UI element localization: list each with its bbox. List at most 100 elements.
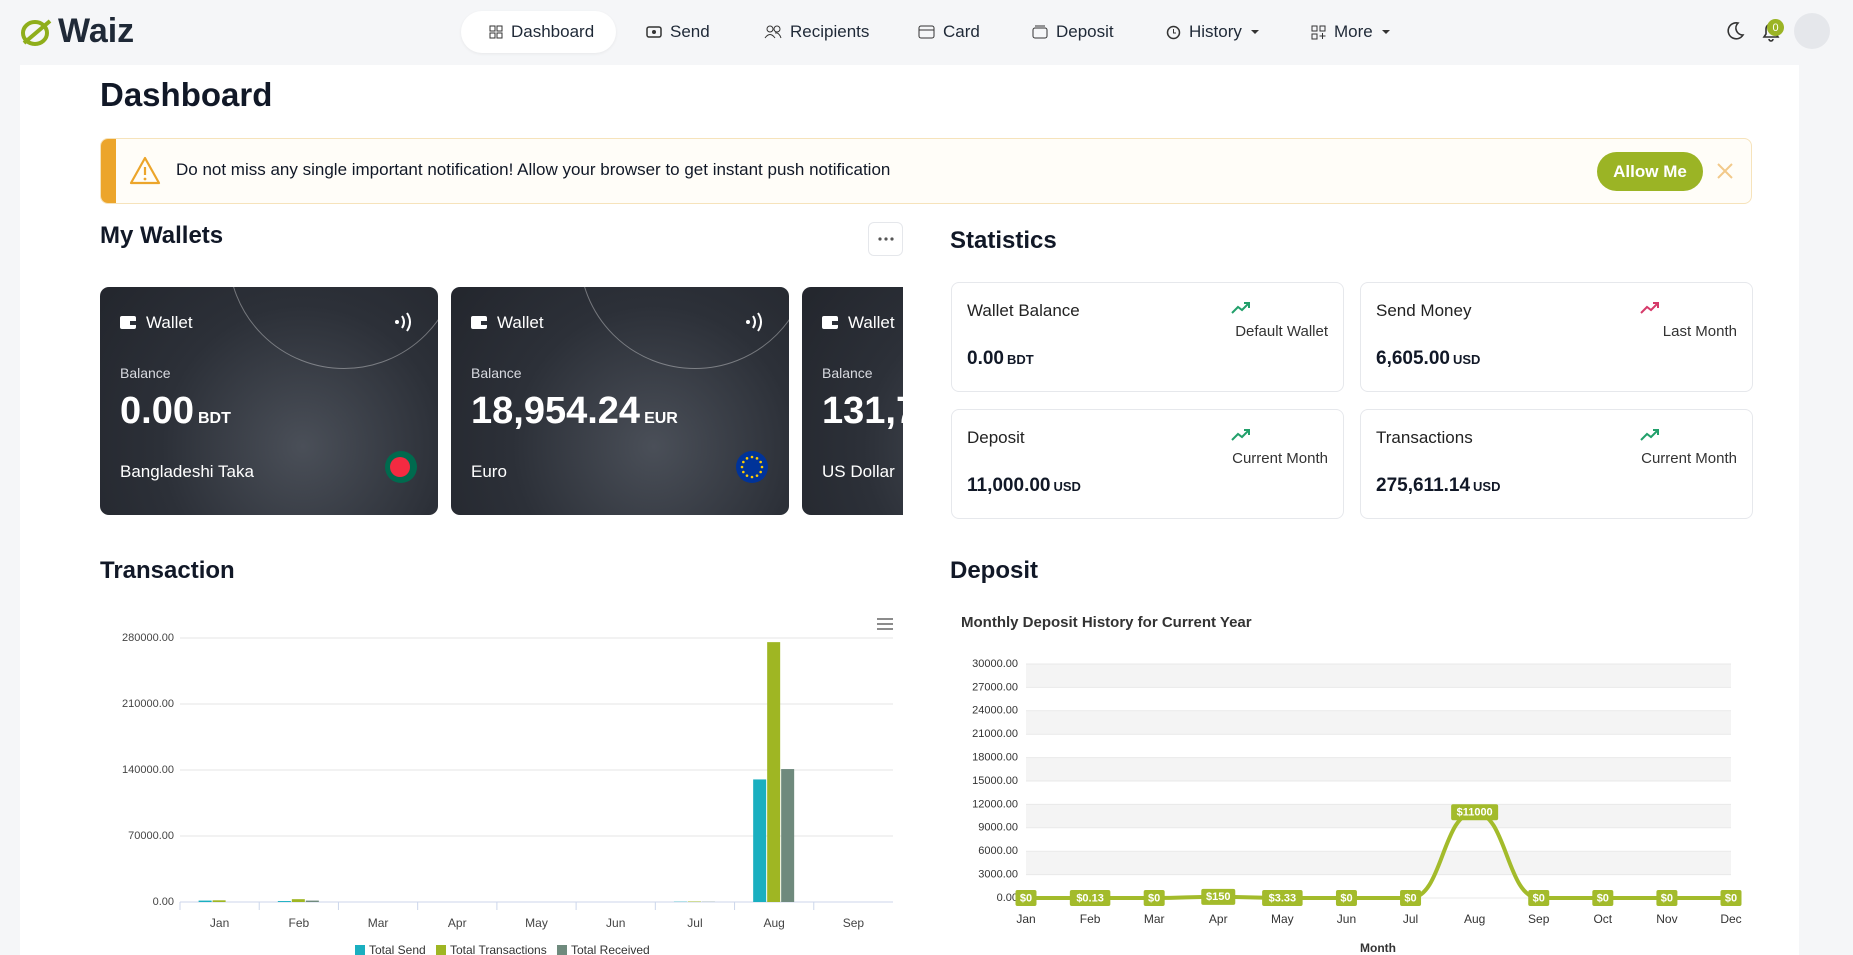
wallet-amount: 18,954.24 EUR (471, 390, 678, 433)
transaction-chart: 0.00 70000.00 140000.00 210000.00 280000.00 J… (122, 618, 893, 955)
legend-label: Total Send (369, 943, 426, 955)
flag-bg (736, 451, 768, 483)
close-button[interactable] (1716, 162, 1734, 180)
x-tick-label: Jul (1403, 912, 1418, 926)
theme-toggle[interactable] (1724, 20, 1746, 42)
nav-dashboard[interactable]: Dashboard (461, 11, 617, 53)
balance-label: Balance (822, 365, 873, 381)
warning-icon (129, 156, 161, 185)
stat-value: 275,611.14 USD (1376, 475, 1501, 497)
nav-label: Card (943, 22, 980, 41)
data-label: $3.33 (1269, 892, 1297, 904)
x-tick-label: Jun (1337, 912, 1356, 926)
icon-shape (1231, 302, 1250, 314)
x-tick-label: Jul (687, 916, 702, 930)
section-title: Transaction (100, 557, 235, 584)
section-title: Deposit (950, 557, 1039, 584)
nav-deposit[interactable]: Deposit (1032, 11, 1114, 53)
data-label-bg (1656, 890, 1678, 906)
nav-label: Recipients (790, 22, 870, 41)
nav-history[interactable]: History (1166, 11, 1260, 53)
y-tick-label: 15000.00 (972, 775, 1018, 787)
data-label-bg (1015, 890, 1037, 906)
x-tick-label: Dec (1720, 912, 1741, 926)
page-title: Dashboard (100, 76, 273, 113)
grid-band (1026, 664, 1731, 688)
data-label: $0 (1597, 892, 1609, 904)
unit: USD (1452, 352, 1481, 367)
data-label: $150 (1206, 891, 1230, 903)
nav-label: Dashboard (511, 22, 595, 41)
x-tick-label: Nov (1656, 912, 1677, 926)
data-label: $0 (1148, 892, 1160, 904)
legend-swatch (557, 945, 567, 955)
y-tick-label: 18000.00 (972, 752, 1018, 764)
icon-shape (481, 321, 487, 325)
data-label-bg (1335, 890, 1357, 906)
avatar[interactable] (1794, 13, 1830, 49)
wallet-icon (471, 316, 487, 329)
brand-name[interactable]: Waiz (58, 12, 135, 50)
y-tick-label: 30000.00 (972, 658, 1018, 670)
flag-star (759, 470, 762, 474)
x-tick-label: Mar (1144, 912, 1165, 926)
flag-star (742, 460, 745, 464)
nav-label: Send (670, 22, 710, 41)
flag-star (745, 474, 749, 477)
y-tick-label: 280000.00 (122, 632, 174, 644)
stat-card: Send Money Last Month 6,605.00 USD (1360, 282, 1753, 392)
flag (385, 451, 417, 483)
x-tick-label: Jan (210, 916, 229, 930)
value: 275,611.14 (1376, 475, 1471, 496)
amount: 18,954.24 (471, 390, 641, 432)
trend-icon (1640, 429, 1659, 441)
data-label: $0 (1404, 892, 1416, 904)
icon-shape (1231, 429, 1250, 441)
unit: BDT (1006, 352, 1034, 367)
x-tick-label: Sep (1528, 912, 1550, 926)
data-label-bg (1592, 890, 1614, 906)
icon-shape (401, 312, 411, 332)
bar (767, 642, 781, 902)
section-title: My Wallets (100, 222, 224, 249)
stat-card: Transactions Current Month 275,611.14 USD (1360, 409, 1753, 519)
allow-button[interactable]: Allow Me (1597, 152, 1703, 191)
icon-shape (130, 321, 136, 325)
data-label-bg (1451, 804, 1499, 821)
flag-dot (390, 457, 410, 477)
y-tick-label: 24000.00 (972, 705, 1018, 717)
flag-star (759, 460, 762, 464)
x-axis-title: Month (1360, 941, 1396, 955)
wallet-amount: 131,7 (822, 390, 903, 433)
nav-more[interactable]: More (1311, 11, 1391, 53)
currency-name: US Dollar (822, 462, 895, 481)
y-tick-label: 70000.00 (128, 830, 174, 842)
legend-swatch (436, 945, 446, 955)
data-label-bg (1528, 890, 1550, 906)
bar (277, 901, 291, 902)
nav-label: History (1189, 22, 1242, 41)
data-label-bg (1069, 889, 1111, 906)
nav-card[interactable]: Card (918, 11, 980, 53)
flag-star (742, 470, 745, 474)
wallet-menu[interactable] (868, 222, 903, 256)
x-tick-label: Mar (368, 916, 389, 930)
data-label: $0 (1725, 892, 1737, 904)
x-tick-label: Jun (606, 916, 625, 930)
chart-menu[interactable] (877, 618, 893, 630)
stat-card: Wallet Balance Default Wallet 0.00 BDT (951, 282, 1344, 392)
wallet-icon (822, 316, 838, 329)
icon-shape (822, 316, 838, 329)
icon (489, 25, 503, 39)
wallet-card: Wallet Balance 0.00 BDT Bangladeshi Taka (100, 287, 438, 515)
trend-icon (1231, 429, 1250, 441)
y-tick-label: 210000.00 (122, 698, 174, 710)
nav-send[interactable]: Send (646, 11, 710, 53)
deposit-chart: Monthly Deposit History for Current Year… (961, 614, 1742, 955)
section-title: Statistics (950, 227, 1057, 254)
nav-recipients[interactable]: Recipients (764, 11, 869, 53)
value: 6,605.00 (1376, 348, 1450, 369)
y-tick-label: 9000.00 (978, 822, 1018, 834)
y-tick-label: 12000.00 (972, 798, 1018, 810)
